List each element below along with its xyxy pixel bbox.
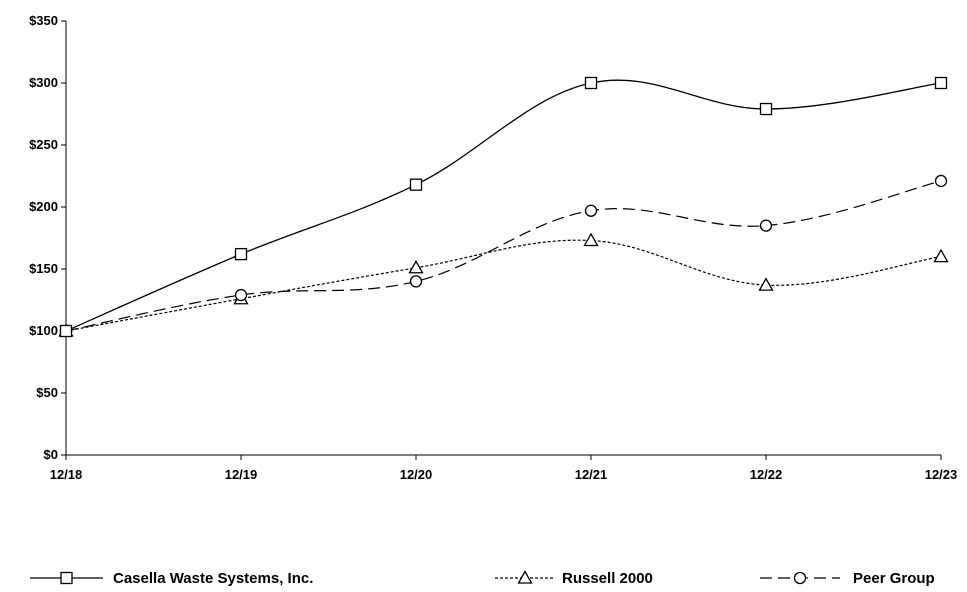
axes: $0 $50 $100 $150 $200 $250 $300 $350 12/18 12/19 1… xyxy=(29,13,957,482)
data-point xyxy=(934,174,948,188)
legend: Casella Waste Systems, Inc. Russell 2000 P… xyxy=(30,570,935,587)
x-tick-label: 12/19 xyxy=(225,467,258,482)
legend-item: Russell 2000 xyxy=(495,570,653,587)
series-line xyxy=(65,79,942,332)
data-point xyxy=(758,277,774,291)
x-tick-label: 12/21 xyxy=(575,467,608,482)
data-point xyxy=(759,102,773,116)
series-line xyxy=(65,180,942,332)
legend-label: Casella Waste Systems, Inc. xyxy=(113,570,313,587)
data-point xyxy=(584,76,598,90)
data-point xyxy=(933,248,949,263)
data-point xyxy=(583,232,599,247)
series-line xyxy=(65,239,942,332)
x-tick-label: 12/18 xyxy=(50,467,83,482)
y-tick-label: $100 xyxy=(29,323,58,338)
x-tick-label: 12/22 xyxy=(750,467,783,482)
y-tick-label: $350 xyxy=(29,13,58,28)
legend-marker xyxy=(517,570,533,584)
y-tick-label: $300 xyxy=(29,75,58,90)
data-point xyxy=(759,219,773,232)
series-circle xyxy=(59,174,948,338)
legend-item: Casella Waste Systems, Inc. xyxy=(30,570,313,587)
series-layer xyxy=(58,76,949,338)
data-point xyxy=(934,76,948,90)
legend-label: Peer Group xyxy=(853,570,935,587)
legend-marker xyxy=(60,571,73,585)
data-point xyxy=(234,247,248,261)
series-triangle xyxy=(58,232,949,337)
y-tick-label: $200 xyxy=(29,199,58,214)
y-tick-label: $50 xyxy=(36,385,58,400)
x-tick-label: 12/20 xyxy=(400,467,433,482)
legend-label: Russell 2000 xyxy=(562,570,653,587)
data-point xyxy=(409,275,423,288)
y-tick-label: $0 xyxy=(44,447,58,462)
data-point xyxy=(234,288,248,302)
data-point xyxy=(59,324,73,338)
x-tick-label: 12/23 xyxy=(925,467,958,482)
y-tick-label: $150 xyxy=(29,261,58,276)
data-point xyxy=(409,178,423,191)
data-point xyxy=(584,204,598,217)
legend-marker xyxy=(793,571,807,585)
series-square xyxy=(59,76,948,338)
legend-item: Peer Group xyxy=(760,570,935,587)
data-point xyxy=(408,259,424,274)
y-tick-label: $250 xyxy=(29,137,58,152)
